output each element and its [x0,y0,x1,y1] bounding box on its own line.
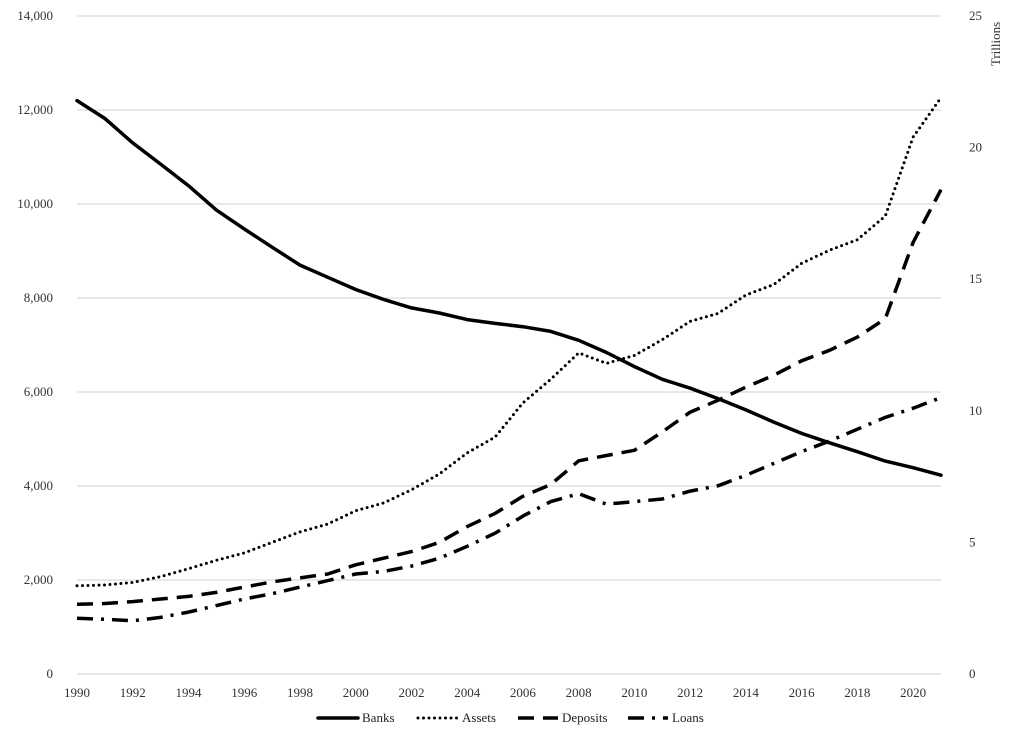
left-y-tick-label: 4,000 [24,478,53,493]
series-line-deposits [76,188,943,607]
x-tick-label: 2002 [398,685,424,700]
right-y-axis: 0 5 10 15 20 25 [969,8,982,681]
left-y-tick-label: 12,000 [17,102,53,117]
series-line-banks [75,98,943,477]
gridlines [77,15,941,675]
legend-label: Deposits [562,710,608,725]
right-y-tick-label: 0 [969,666,976,681]
left-y-axis: 0 2,000 4,000 6,000 8,000 10,000 12,000 14,000 [17,8,53,681]
x-tick-label: 2010 [621,685,647,700]
right-y-tick-label: 10 [969,403,982,418]
x-tick-label: 2004 [454,685,481,700]
x-tick-label: 2012 [677,685,703,700]
left-y-tick-label: 8,000 [24,290,53,305]
legend: Banks Assets Deposits Loans [316,710,704,725]
legend-item-assets: Assets [416,710,496,725]
x-tick-label: 2014 [733,685,760,700]
legend-label: Assets [462,710,496,725]
x-tick-label: 2020 [900,685,926,700]
series-lines [75,96,943,623]
right-axis-title: Trillions [988,22,1003,66]
right-y-tick-label: 20 [969,140,982,155]
x-tick-label: 1992 [120,685,146,700]
x-tick-label: 1990 [64,685,90,700]
x-tick-label: 2006 [510,685,537,700]
x-axis: 1990 1992 1994 1996 1998 2000 2002 2004 2006 2008… [64,685,926,700]
x-tick-label: 1994 [175,685,202,700]
legend-item-banks: Banks [316,710,395,725]
right-y-tick-label: 25 [969,8,982,23]
series-line-loans [76,395,942,623]
x-tick-label: 1998 [287,685,313,700]
left-y-tick-label: 6,000 [24,384,53,399]
series-line-assets [75,96,943,588]
x-tick-label: 2000 [343,685,369,700]
left-y-tick-label: 2,000 [24,572,53,587]
legend-item-loans: Loans [628,710,704,725]
legend-item-deposits: Deposits [518,710,608,725]
left-y-tick-label: 0 [47,666,54,681]
x-tick-label: 1996 [231,685,258,700]
x-tick-label: 2008 [566,685,592,700]
right-y-tick-label: 5 [969,534,976,549]
left-y-tick-label: 14,000 [17,8,53,23]
legend-label: Banks [362,710,395,725]
legend-label: Loans [672,710,704,725]
x-tick-label: 2016 [789,685,816,700]
right-y-tick-label: 15 [969,271,982,286]
x-tick-label: 2018 [844,685,870,700]
left-y-tick-label: 10,000 [17,196,53,211]
